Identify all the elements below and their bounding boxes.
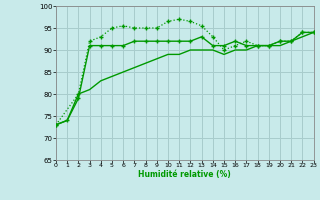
X-axis label: Humidité relative (%): Humidité relative (%) xyxy=(139,170,231,179)
